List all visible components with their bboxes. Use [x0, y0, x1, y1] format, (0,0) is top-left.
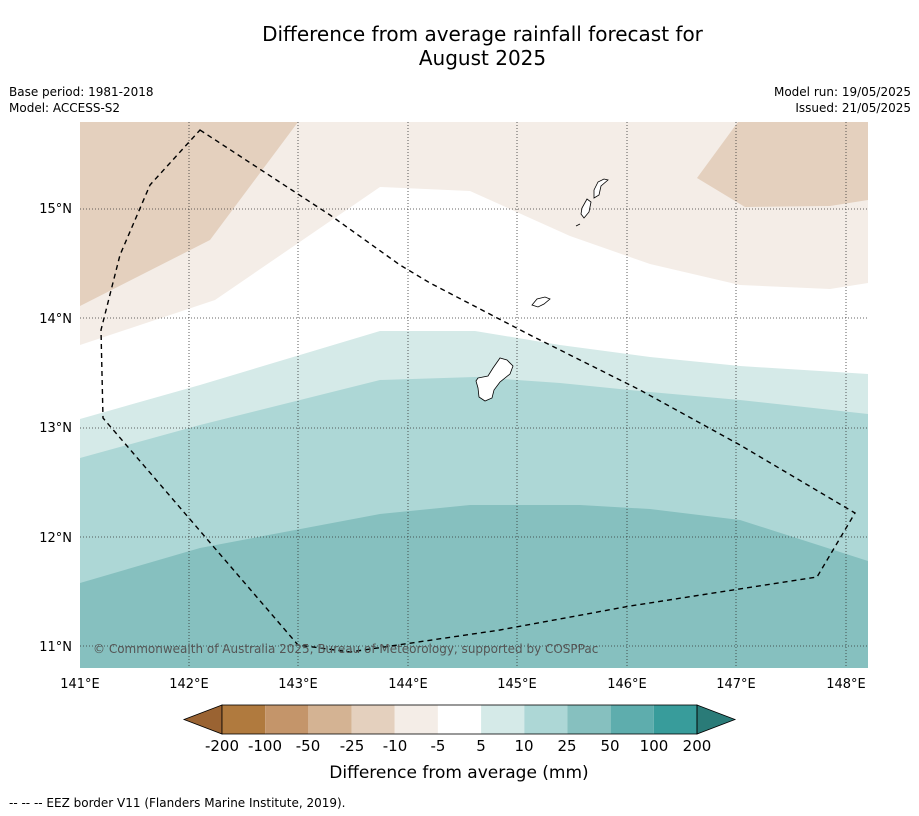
lon-label: 146°E [607, 677, 647, 692]
lat-labels: 15°N 14°N 13°N 12°N 11°N [39, 202, 72, 655]
colorbar-tick: -50 [296, 737, 321, 755]
lon-label: 144°E [388, 677, 428, 692]
aguijan-island [575, 223, 581, 227]
title-line-1: Difference from average rainfall forecas… [262, 22, 703, 46]
colorbar-tick: 100 [640, 737, 669, 755]
lat-label: 11°N [39, 640, 72, 655]
colorbar-title: Difference from average (mm) [329, 763, 588, 783]
colorbar-segment [437, 705, 482, 734]
colorbar-tick: 5 [476, 737, 486, 755]
colorbar-tick: -10 [383, 737, 408, 755]
islands [475, 178, 609, 402]
colorbar [182, 704, 737, 735]
lon-label: 147°E [716, 677, 756, 692]
colorbar-tick: 10 [514, 737, 533, 755]
colorbar-segment [524, 705, 568, 734]
model-run: Model run: 19/05/2025 [773, 85, 911, 99]
tinian-island [580, 198, 592, 219]
colorbar-segment [222, 705, 266, 734]
lat-label: 13°N [39, 421, 72, 436]
lon-label: 148°E [826, 677, 866, 692]
colorbar-tick: 50 [600, 737, 619, 755]
colorbar-segment [653, 705, 697, 734]
colorbar-tick: -200 [205, 737, 239, 755]
colorbar-tick: -5 [431, 737, 446, 755]
title-line-2: August 2025 [418, 46, 547, 70]
model-name: Model: ACCESS-S2 [9, 101, 121, 115]
map-title: Difference from average rainfall forecas… [0, 22, 919, 70]
meta-right: Model run: 19/05/2025 Issued: 21/05/2025 [774, 84, 911, 116]
lon-label: 142°E [169, 677, 209, 692]
lat-label: 12°N [39, 531, 72, 546]
colorbar-border [221, 704, 698, 735]
base-period: Base period: 1981-2018 [9, 85, 154, 99]
colorbar-segment [567, 705, 611, 734]
lon-label: 141°E [60, 677, 100, 692]
colorbar-tick: 25 [557, 737, 576, 755]
lon-label: 143°E [278, 677, 318, 692]
lat-label: 14°N [39, 312, 72, 327]
issued-date: Issued: 21/05/2025 [795, 101, 911, 115]
meta-left: Base period: 1981-2018 Model: ACCESS-S2 [9, 84, 154, 116]
graticule [80, 122, 868, 668]
rainfall-field [80, 122, 868, 668]
colorbar-ticks: -200 -100 -50 -25 -10 -5 5 10 25 50 100 … [205, 737, 711, 755]
colorbar-segment [394, 705, 438, 734]
colorbar-tick: -100 [248, 737, 282, 755]
dry-patch-east [697, 122, 868, 207]
dry-patch-west [80, 122, 298, 306]
eez-border [100, 129, 856, 653]
colorbar-arrow-high [696, 704, 737, 735]
rota-island [531, 296, 551, 308]
lon-label: 145°E [497, 677, 537, 692]
lat-label: 15°N [39, 202, 72, 217]
copyright-text: © Commonwealth of Australia 2025, Bureau… [93, 642, 598, 656]
lon-labels: 141°E 142°E 143°E 144°E 145°E 146°E 147°… [60, 677, 866, 692]
guam-island [475, 357, 514, 402]
colorbar-tick: 200 [683, 737, 712, 755]
colorbar-segment [610, 705, 654, 734]
band-25-50 [80, 505, 868, 668]
colorbar-segment [308, 705, 352, 734]
colorbar-segment [265, 705, 309, 734]
colorbar-segment [481, 705, 525, 734]
colorbar-segment [351, 705, 395, 734]
colorbar-tick: -25 [340, 737, 365, 755]
colorbar-arrow-low [182, 704, 223, 735]
eez-footnote: -- -- -- EEZ border V11 (Flanders Marine… [9, 796, 346, 810]
saipan-island [593, 178, 609, 199]
